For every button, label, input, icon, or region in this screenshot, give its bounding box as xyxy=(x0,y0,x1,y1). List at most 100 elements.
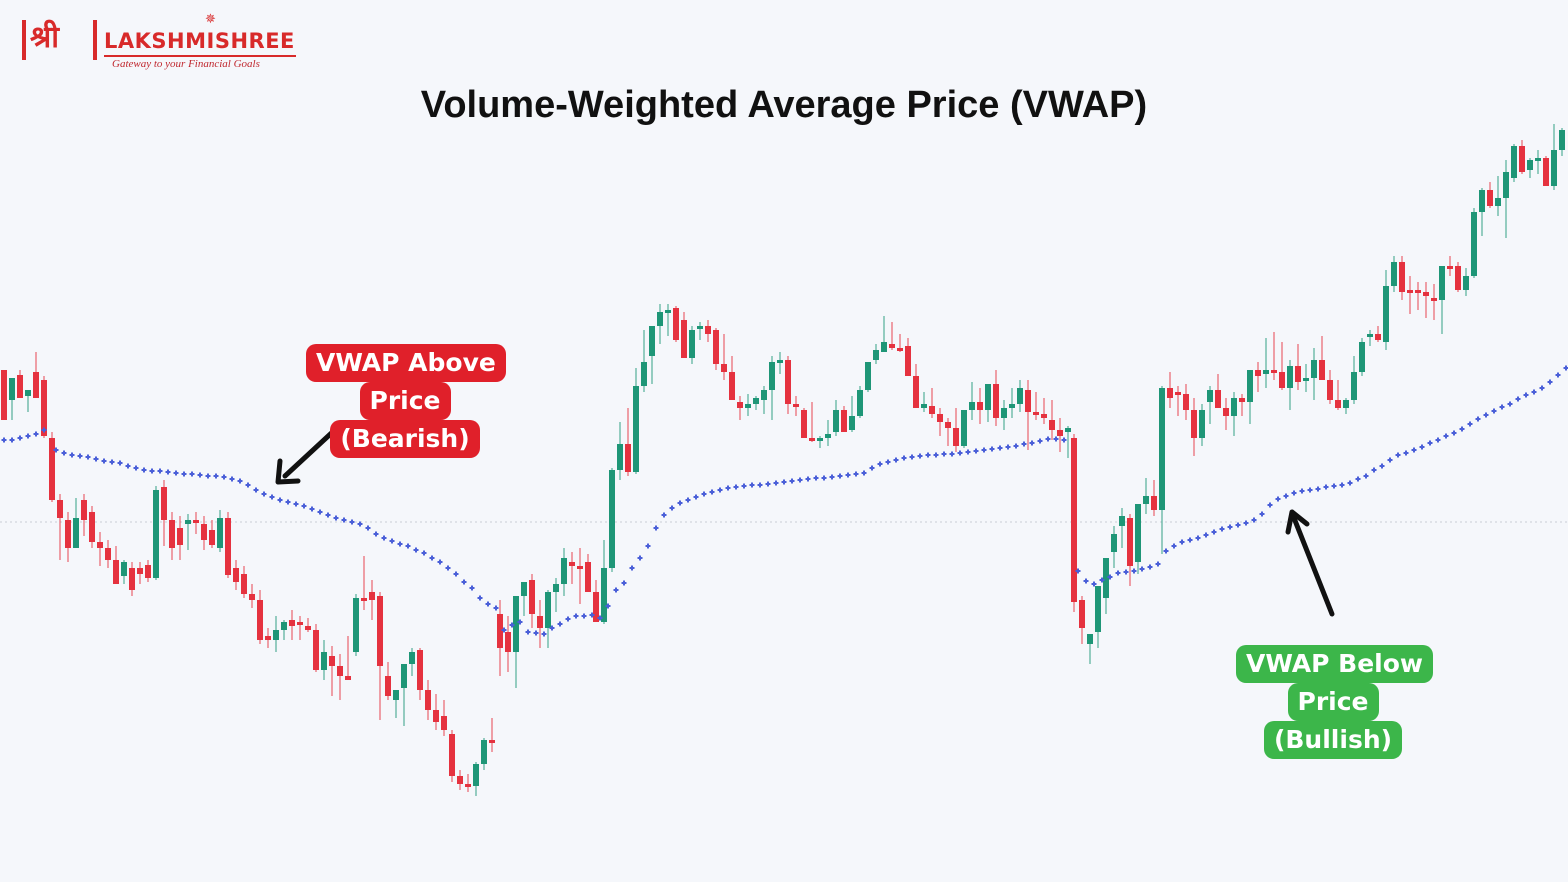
vwap-marker xyxy=(821,475,827,481)
candle xyxy=(985,384,991,422)
vwap-marker xyxy=(1515,396,1521,402)
candle xyxy=(305,618,311,632)
vwap-marker xyxy=(925,452,931,458)
candle xyxy=(417,648,423,700)
vwap-marker xyxy=(1243,520,1249,526)
vwap-marker xyxy=(621,580,627,586)
vwap-marker xyxy=(33,431,39,437)
candle xyxy=(633,368,639,474)
vwap-marker xyxy=(1275,496,1281,502)
vwap-marker xyxy=(189,471,195,477)
vwap-marker xyxy=(429,555,435,561)
candle xyxy=(537,600,543,648)
candle xyxy=(553,578,559,612)
candle xyxy=(1041,398,1047,424)
vwap-marker xyxy=(1115,570,1121,576)
vwap-marker xyxy=(493,605,499,611)
vwap-marker xyxy=(581,613,587,619)
vwap-marker xyxy=(1235,522,1241,528)
candle xyxy=(673,306,679,342)
vwap-marker xyxy=(1507,401,1513,407)
candle xyxy=(881,316,887,352)
candle xyxy=(385,662,391,700)
vwap-marker xyxy=(1107,574,1113,580)
candle xyxy=(345,636,351,680)
vwap-marker xyxy=(941,451,947,457)
candle xyxy=(905,338,911,376)
candle xyxy=(1103,558,1109,614)
candle xyxy=(1255,362,1261,392)
vwap-marker xyxy=(1171,543,1177,549)
vwap-marker xyxy=(25,433,31,439)
candle xyxy=(745,394,751,416)
candle xyxy=(665,304,671,336)
candle xyxy=(1487,182,1493,208)
bearish-callout-line-2: Price xyxy=(359,382,451,420)
vwap-marker xyxy=(9,437,15,443)
candle xyxy=(817,436,823,448)
candle xyxy=(497,600,503,676)
vwap-marker xyxy=(397,541,403,547)
candle xyxy=(1033,392,1039,420)
candle xyxy=(1025,380,1031,450)
vwap-marker xyxy=(1013,443,1019,449)
vwap-marker xyxy=(1419,444,1425,450)
candle xyxy=(185,514,191,550)
candle xyxy=(1199,404,1205,446)
candle xyxy=(153,486,159,580)
vwap-marker xyxy=(557,621,563,627)
vwap-marker xyxy=(1307,487,1313,493)
candle xyxy=(833,400,839,436)
candle xyxy=(977,388,983,424)
vwap-marker xyxy=(1451,430,1457,436)
vwap-marker xyxy=(109,459,115,465)
vwap-marker xyxy=(277,497,283,503)
candle xyxy=(169,512,175,560)
candle xyxy=(889,322,895,350)
candle xyxy=(729,356,735,400)
candle xyxy=(545,590,551,648)
vwap-marker xyxy=(1179,539,1185,545)
candle xyxy=(337,654,343,700)
vwap-marker xyxy=(1195,535,1201,541)
vwap-marker xyxy=(1219,526,1225,532)
vwap-marker xyxy=(877,461,883,467)
vwap-marker xyxy=(1021,441,1027,447)
vwap-marker xyxy=(1395,452,1401,458)
candle xyxy=(273,616,279,652)
candle xyxy=(57,494,63,560)
candle xyxy=(1415,282,1421,310)
vwap-marker xyxy=(661,512,667,518)
candle xyxy=(1495,176,1501,216)
vwap-marker xyxy=(685,497,691,503)
candle xyxy=(297,616,303,640)
vwap-marker xyxy=(733,484,739,490)
vwap-marker xyxy=(1091,581,1097,587)
candle xyxy=(1463,268,1469,296)
lakshmishree-logo: श्री ✵ LAKSHMISHREE Gateway to your Fina… xyxy=(20,12,296,74)
vwap-marker xyxy=(757,482,763,488)
vwap-marker xyxy=(517,619,523,625)
vwap-marker xyxy=(205,473,211,479)
candle xyxy=(73,498,79,548)
vwap-marker xyxy=(709,489,715,495)
candle xyxy=(225,512,231,578)
vwap-marker xyxy=(1531,389,1537,395)
vwap-marker xyxy=(1227,524,1233,530)
candles-group xyxy=(1,124,1565,796)
candle xyxy=(1295,344,1301,390)
logo-underline xyxy=(104,55,296,57)
vwap-marker xyxy=(1083,578,1089,584)
candle xyxy=(513,596,519,688)
candle xyxy=(1559,128,1565,156)
vwap-marker xyxy=(1,437,7,443)
vwap-marker xyxy=(653,525,659,531)
vwap-marker xyxy=(117,460,123,466)
candle xyxy=(9,378,15,420)
vwap-marker xyxy=(957,450,963,456)
candle xyxy=(1543,156,1549,186)
candle xyxy=(89,506,95,548)
candle xyxy=(1455,262,1461,292)
vwap-marker xyxy=(245,482,251,488)
vwap-marker xyxy=(1523,392,1529,398)
